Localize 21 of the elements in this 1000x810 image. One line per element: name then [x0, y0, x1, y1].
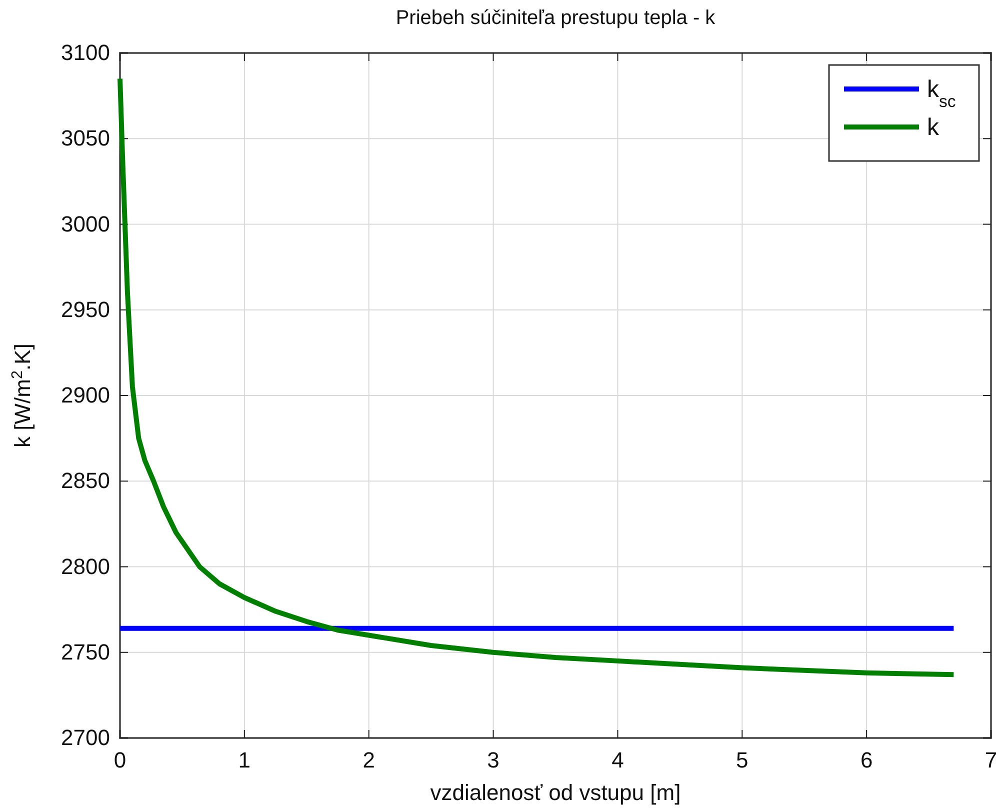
y-tick-label: 3000	[61, 211, 110, 236]
legend-label: k$_{sc}$	[927, 76, 956, 110]
y-tick-label: 3050	[61, 126, 110, 151]
x-tick-label: 5	[736, 748, 748, 773]
y-tick-label: 2900	[61, 382, 110, 408]
y-tick-label: 2950	[61, 296, 110, 322]
x-tick-label: 1	[238, 748, 251, 773]
y-tick-label: 2850	[61, 468, 110, 494]
x-tick-label: 6	[860, 748, 873, 773]
legend-label: k	[927, 114, 940, 141]
y-tick-label: 2750	[61, 639, 110, 664]
x-tick-label: 0	[114, 748, 126, 773]
x-tick-label: 4	[612, 748, 624, 773]
y-tick-label: 3100	[61, 40, 110, 66]
y-tick-label: 2800	[61, 554, 110, 579]
chart-title: Priebeh súčiniteľa prestupu tepla - k	[396, 7, 716, 29]
y-tick-label: 2700	[61, 725, 110, 750]
x-tick-label: 3	[487, 748, 500, 773]
x-axis-title: vzdialenosť od vstupu [m]	[430, 780, 681, 805]
x-tick-label: 2	[362, 748, 375, 773]
x-tick-label: 7	[984, 748, 998, 773]
